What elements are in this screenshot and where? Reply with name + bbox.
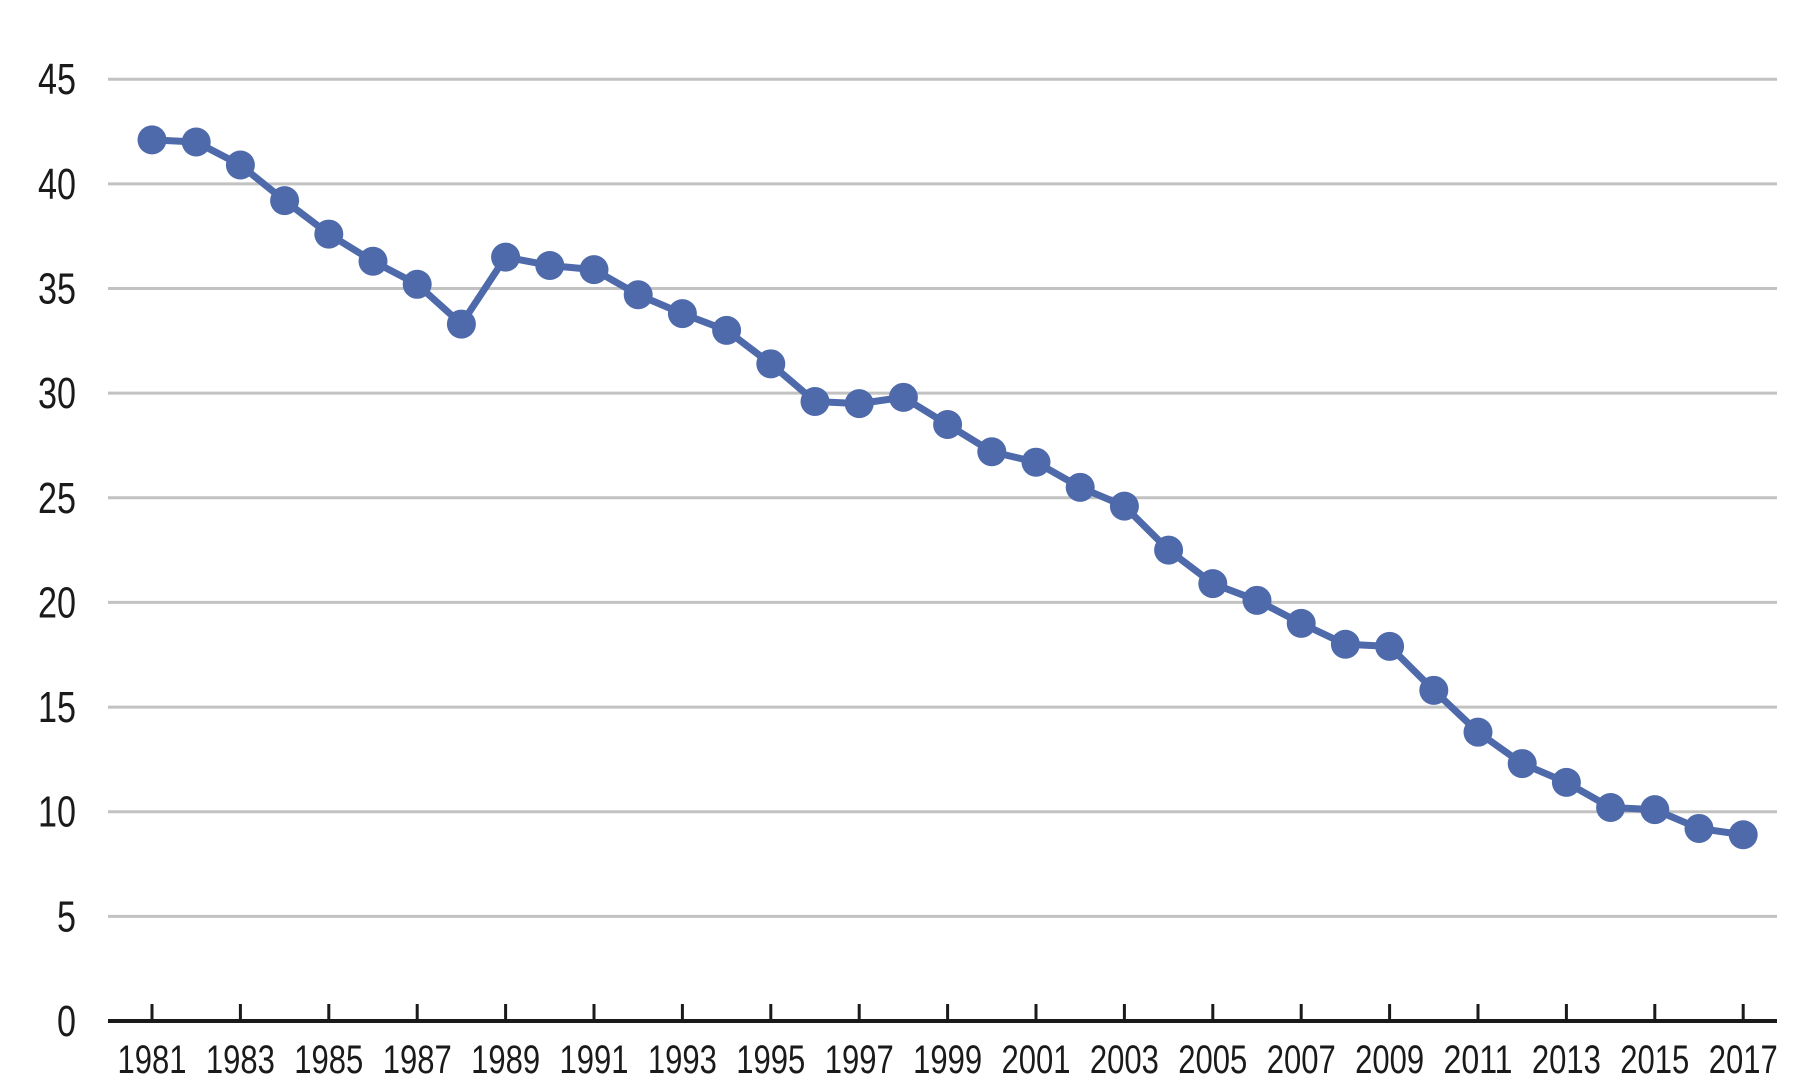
x-axis-tick-label: 1991 bbox=[560, 1038, 629, 1082]
y-axis-tick-label: 40 bbox=[38, 160, 76, 209]
data-point bbox=[225, 150, 255, 180]
x-axis-tick-label: 2003 bbox=[1090, 1038, 1159, 1082]
data-point bbox=[181, 127, 211, 157]
data-point bbox=[270, 186, 300, 216]
data-point bbox=[314, 219, 344, 249]
y-axis-tick-label: 5 bbox=[57, 892, 76, 941]
x-axis-tick-label: 2001 bbox=[1002, 1038, 1071, 1082]
x-axis-tick-label: 2015 bbox=[1620, 1038, 1689, 1082]
data-point bbox=[977, 437, 1007, 467]
y-axis-tick-label: 10 bbox=[38, 788, 76, 837]
data-point bbox=[1684, 813, 1714, 843]
x-axis-tick-label: 2005 bbox=[1178, 1038, 1247, 1082]
data-point bbox=[888, 382, 918, 412]
data-point bbox=[358, 246, 388, 276]
data-point bbox=[1551, 767, 1581, 797]
data-point bbox=[712, 315, 742, 345]
x-axis-tick-label: 1985 bbox=[294, 1038, 363, 1082]
x-axis-tick-label: 2009 bbox=[1355, 1038, 1424, 1082]
data-point bbox=[1021, 447, 1051, 477]
x-axis-tick-label: 1995 bbox=[736, 1038, 805, 1082]
data-point bbox=[1640, 795, 1670, 825]
data-point bbox=[756, 349, 786, 379]
x-axis-tick-label: 1983 bbox=[206, 1038, 275, 1082]
data-point bbox=[446, 309, 476, 339]
data-point bbox=[1198, 569, 1228, 599]
data-point bbox=[1109, 491, 1139, 521]
data-point bbox=[491, 242, 521, 272]
data-point bbox=[1065, 472, 1095, 502]
data-point bbox=[1375, 631, 1405, 661]
y-axis-tick-label: 20 bbox=[38, 578, 76, 627]
y-axis-tick-label: 35 bbox=[38, 264, 76, 313]
x-axis-tick-label: 2007 bbox=[1267, 1038, 1336, 1082]
y-axis-tick-label: 15 bbox=[38, 683, 76, 732]
data-point bbox=[800, 387, 830, 417]
data-point bbox=[933, 410, 963, 440]
y-axis-tick-label: 0 bbox=[57, 997, 76, 1046]
data-line bbox=[148, 136, 1747, 839]
x-axis-tick-label: 1999 bbox=[913, 1038, 982, 1082]
data-point bbox=[844, 389, 874, 419]
x-axis-tick-label: 1981 bbox=[118, 1038, 187, 1082]
data-point bbox=[137, 125, 167, 155]
y-axis-tick-label: 30 bbox=[38, 369, 76, 418]
data-point bbox=[623, 280, 653, 310]
x-axis-tick-label: 2011 bbox=[1444, 1038, 1513, 1082]
x-axis-tick-label: 1997 bbox=[825, 1038, 894, 1082]
data-point bbox=[1419, 675, 1449, 705]
y-axis-tick-label: 25 bbox=[38, 474, 76, 523]
data-point bbox=[1330, 629, 1360, 659]
data-point bbox=[1154, 535, 1184, 565]
data-point bbox=[579, 255, 609, 285]
data-point bbox=[1507, 749, 1537, 779]
data-point bbox=[535, 250, 565, 280]
x-axis-tick-label: 1993 bbox=[648, 1038, 717, 1082]
y-axis-tick-label: 45 bbox=[38, 55, 76, 104]
x-axis-tick-label: 2013 bbox=[1532, 1038, 1601, 1082]
x-axis-tick-label: 2017 bbox=[1709, 1038, 1778, 1082]
data-point bbox=[1596, 793, 1626, 823]
data-point bbox=[402, 269, 432, 299]
x-axis-tick-label: 1987 bbox=[383, 1038, 452, 1082]
data-point bbox=[1463, 717, 1493, 747]
data-point bbox=[1728, 820, 1758, 850]
data-point bbox=[667, 299, 697, 329]
x-axis-tick-label: 1989 bbox=[471, 1038, 540, 1082]
data-point bbox=[1242, 585, 1272, 615]
data-point bbox=[1286, 608, 1316, 638]
